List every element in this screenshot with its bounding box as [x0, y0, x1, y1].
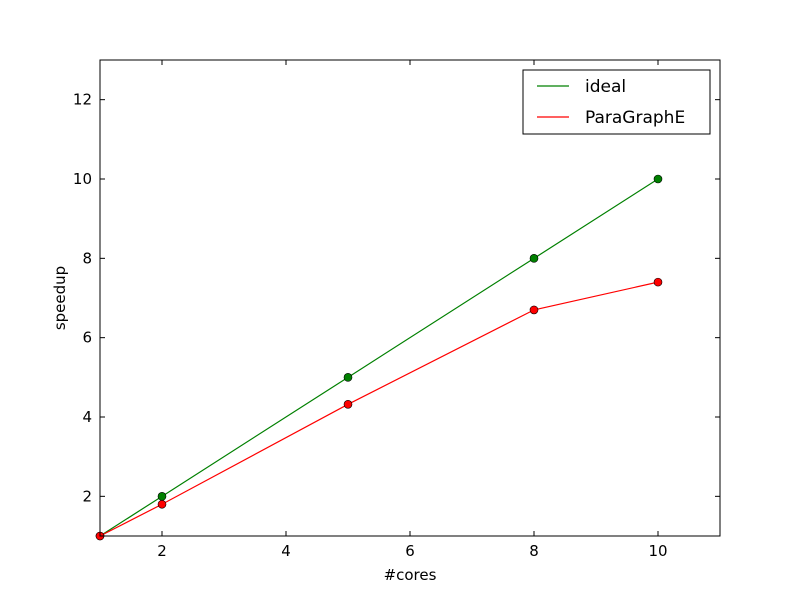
- ticks-layer: 2 4 6 8 10 2 4 6 8 10 12: [73, 60, 720, 560]
- y-tick-label: 6: [82, 329, 92, 347]
- y-tick-label: 10: [73, 170, 92, 188]
- data-point-paragraphe: [157, 499, 167, 509]
- y-tick-label: 2: [82, 487, 92, 505]
- series-line-paragraphe: [99, 281, 659, 537]
- data-point-ideal: [653, 174, 663, 184]
- legend-label-paragraphe: ParaGraphE: [585, 108, 685, 128]
- data-point-ideal: [343, 373, 353, 382]
- y-tick-label: 12: [73, 91, 92, 109]
- legend-frame: [522, 69, 711, 135]
- x-tick-label: 10: [648, 542, 667, 560]
- x-tick-label: 6: [405, 542, 415, 560]
- x-tick-label: 2: [157, 542, 167, 560]
- data-point-ideal: [157, 492, 167, 501]
- x-tick-label: 4: [281, 542, 291, 560]
- y-tick-label: 4: [82, 408, 92, 426]
- y-tick-label: 8: [82, 249, 92, 267]
- x-axis-label: #cores: [384, 566, 437, 584]
- y-axis-label: speedup: [51, 266, 69, 330]
- data-point-paragraphe: [653, 277, 663, 287]
- legend-label-ideal: ideal: [585, 77, 626, 97]
- series-line-ideal: [99, 178, 659, 537]
- x-tick-label: 8: [529, 542, 539, 560]
- data-point-ideal: [529, 254, 539, 263]
- legend: ideal ParaGraphE: [522, 69, 711, 135]
- series-layer: [95, 174, 663, 541]
- data-point-paragraphe: [529, 305, 539, 315]
- data-point-paragraphe: [343, 400, 353, 409]
